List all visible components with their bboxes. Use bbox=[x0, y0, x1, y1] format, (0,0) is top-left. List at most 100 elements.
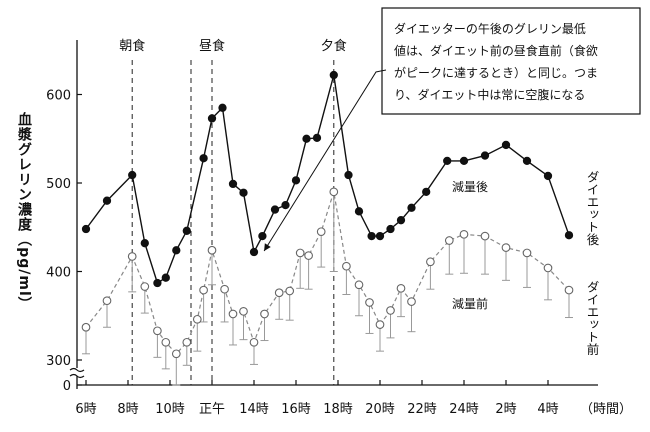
data-point-after bbox=[102, 196, 112, 205]
data-point-after bbox=[354, 207, 364, 216]
data-point-before bbox=[522, 248, 532, 258]
data-point-before bbox=[102, 296, 112, 306]
data-point-before bbox=[295, 248, 305, 258]
data-point-before bbox=[386, 306, 395, 315]
x-tick-label: 18時 bbox=[323, 402, 353, 417]
data-point-before bbox=[285, 286, 295, 296]
y-tick-label: 500 bbox=[46, 177, 71, 192]
data-point-before bbox=[127, 252, 137, 261]
data-point-after bbox=[480, 151, 490, 160]
x-axis-label: （時間） bbox=[580, 402, 632, 417]
meal-label: 夕食 bbox=[321, 38, 347, 54]
data-point-after bbox=[522, 156, 532, 166]
data-point-after bbox=[153, 278, 162, 288]
annotation-leader bbox=[263, 69, 387, 252]
data-point-after bbox=[501, 140, 511, 150]
data-point-before bbox=[260, 309, 269, 319]
data-point-before bbox=[459, 229, 469, 239]
data-point-before bbox=[249, 337, 259, 347]
y-tick-label: 300 bbox=[46, 354, 71, 369]
error-bars bbox=[82, 191, 573, 386]
data-point-before bbox=[365, 298, 374, 307]
data-point-before bbox=[396, 283, 406, 293]
annotation-callout: ダイエッターの午後のグレリン最低値は、ダイエット前の昼食直前（食欲がピークに達す… bbox=[263, 7, 641, 252]
data-point-after bbox=[128, 170, 137, 180]
data-point-before bbox=[192, 314, 202, 324]
data-point-after bbox=[386, 224, 395, 234]
data-point-before bbox=[274, 288, 284, 298]
x-tick-label: 4時 bbox=[537, 402, 558, 417]
data-point-after bbox=[344, 170, 353, 180]
x-tick-label: 10時 bbox=[155, 402, 185, 417]
series-lines bbox=[85, 74, 570, 355]
series-label-after: 減量後 bbox=[452, 179, 488, 194]
data-point-before bbox=[207, 245, 217, 255]
data-point-after bbox=[329, 70, 338, 80]
data-point-before bbox=[407, 297, 416, 306]
annotation-line: 値は、ダイエット前の昼食直前（食欲 bbox=[394, 43, 598, 58]
data-point-after bbox=[172, 246, 181, 255]
data-point-after bbox=[407, 203, 416, 212]
axis-break-mark bbox=[69, 373, 85, 379]
data-point-after bbox=[258, 231, 267, 241]
data-point-after bbox=[199, 154, 208, 163]
series-label-before: 減量前 bbox=[452, 296, 488, 311]
x-tick-label: 14時 bbox=[239, 402, 269, 417]
y-tick-label: 0 bbox=[63, 379, 71, 394]
data-point-before bbox=[480, 231, 490, 241]
data-point-after bbox=[375, 231, 385, 241]
data-point-before bbox=[220, 284, 229, 294]
annotation-line: り、ダイエット中は常に空腹になる bbox=[394, 87, 585, 102]
y-tick-label: 600 bbox=[46, 89, 71, 104]
series-points bbox=[81, 70, 574, 359]
data-point-after bbox=[270, 205, 280, 214]
data-point-before bbox=[354, 280, 364, 290]
data-point-after bbox=[543, 171, 553, 181]
data-point-after bbox=[396, 216, 406, 225]
annotation-line: がピークに達するとき）と同じ。つま bbox=[394, 65, 598, 80]
data-point-before bbox=[161, 337, 171, 347]
data-point-before bbox=[199, 285, 208, 295]
x-tick-label: 16時 bbox=[281, 402, 311, 417]
data-point-after bbox=[281, 200, 290, 210]
data-point-after bbox=[249, 247, 259, 257]
data-point-after bbox=[228, 179, 238, 189]
data-point-after bbox=[302, 134, 311, 143]
data-point-before bbox=[329, 187, 339, 197]
x-tick-label: 2時 bbox=[495, 402, 516, 417]
data-point-after bbox=[443, 156, 452, 166]
axes-layer: 0 300 400 500 600 6時 8時 10時 正午 14時 16時 18時 20時 22時 24時… bbox=[16, 40, 632, 417]
axis-break-mark bbox=[69, 367, 85, 373]
data-point-after bbox=[207, 114, 217, 123]
data-point-before bbox=[239, 306, 248, 316]
data-point-before bbox=[564, 285, 574, 295]
data-point-before bbox=[81, 322, 91, 332]
data-point-before bbox=[501, 243, 511, 252]
data-point-before bbox=[342, 261, 351, 271]
data-point-after bbox=[161, 273, 170, 282]
data-point-before bbox=[182, 337, 192, 347]
side-label-before: ダイエット前 bbox=[585, 281, 600, 356]
x-tick-label: 6時 bbox=[75, 402, 96, 417]
data-point-after bbox=[312, 133, 322, 143]
annotation-line: ダイエッターの午後のグレリン最低 bbox=[394, 21, 586, 36]
data-point-after bbox=[239, 188, 248, 197]
data-point-after bbox=[459, 156, 469, 166]
annotation-arrowhead bbox=[264, 243, 271, 252]
data-point-before bbox=[316, 227, 326, 237]
x-tick-label: 8時 bbox=[117, 402, 138, 417]
data-point-before bbox=[426, 257, 435, 267]
y-axis-label: 血漿グレリン濃度（pg/ml） bbox=[16, 112, 33, 312]
data-point-before bbox=[140, 282, 150, 291]
data-point-after bbox=[218, 103, 227, 112]
data-point-after bbox=[564, 231, 574, 240]
data-point-before bbox=[228, 309, 238, 319]
data-point-after bbox=[422, 187, 431, 196]
data-point-after bbox=[182, 226, 191, 235]
annotation-box bbox=[381, 7, 641, 115]
x-tick-label: 24時 bbox=[449, 402, 479, 417]
data-point-before bbox=[304, 251, 313, 260]
data-point-before bbox=[543, 263, 553, 273]
data-point-before bbox=[171, 349, 181, 359]
